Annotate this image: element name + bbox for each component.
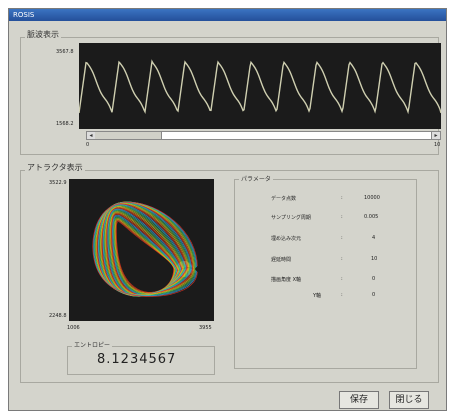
attractor-trajectory — [94, 201, 196, 296]
attractor-trajectory — [95, 201, 195, 296]
param-value: 0 — [372, 276, 376, 282]
attractor-trajectory — [116, 221, 174, 293]
waveform-y-min: 1568.2 — [56, 121, 74, 127]
attractor-plot — [69, 179, 214, 321]
param-label: データ点数 — [271, 196, 297, 202]
waveform-y-max: 3567.8 — [56, 49, 74, 55]
window-title: ROSIS — [13, 11, 35, 19]
param-value: 4 — [372, 235, 376, 241]
attractor-trajectory — [92, 201, 198, 297]
waveform-group-label: 脈波表示 — [25, 29, 61, 40]
entropy-group-label: エントロピー — [72, 340, 113, 349]
param-value: 10000 — [364, 195, 380, 201]
attractor-curves — [92, 201, 198, 297]
save-button[interactable]: 保存 — [339, 391, 379, 409]
param-sep: : — [341, 256, 343, 262]
waveform-line — [78, 59, 442, 115]
entropy-value: 8.1234567 — [97, 352, 177, 367]
waveform-x-start: 0 — [86, 142, 90, 148]
attractor-trajectory — [115, 220, 175, 294]
param-label: 遅延時間 — [271, 257, 292, 263]
waveform-scrollbar[interactable]: ◂ ▸ — [86, 131, 441, 140]
entropy-group — [67, 346, 215, 375]
param-sep: : — [341, 235, 343, 241]
attractor-group-label: アトラクタ表示 — [25, 162, 85, 173]
param-sep: : — [341, 292, 343, 298]
param-value: 0 — [372, 292, 376, 298]
attractor-y-min: 2248.8 — [49, 313, 67, 319]
param-value: 0.005 — [364, 214, 379, 220]
param-label: サンプリング周期 — [271, 215, 311, 221]
scroll-right-icon[interactable]: ▸ — [431, 132, 440, 139]
param-sep: : — [341, 276, 343, 282]
attractor-trajectory — [95, 201, 195, 296]
scroll-thumb[interactable] — [95, 132, 162, 139]
attractor-x-max: 3955 — [199, 325, 212, 331]
params-group-label: パラメータ — [239, 174, 273, 183]
param-sep: : — [341, 195, 343, 201]
param-label: 埋め込み次元 — [271, 236, 302, 242]
params-group — [234, 179, 417, 369]
param-sep: : — [341, 214, 343, 220]
waveform-x-end: 10 — [434, 142, 441, 148]
param-label: Y軸 — [313, 293, 322, 299]
attractor-svg — [92, 201, 198, 297]
waveform-svg — [78, 59, 442, 115]
attractor-trajectory — [96, 201, 194, 296]
app-window: ROSIS 脈波表示 3567.8 1568.2 ◂ ▸ 0 10 アトラクタ表… — [8, 8, 447, 411]
attractor-trajectory — [93, 201, 197, 297]
attractor-x-min: 1006 — [67, 325, 80, 331]
attractor-trajectory — [93, 201, 197, 296]
attractor-group — [20, 170, 439, 383]
param-value: 10 — [371, 256, 378, 262]
param-label: 描画角度 X軸 — [271, 277, 302, 283]
waveform-plot — [78, 43, 442, 129]
close-button[interactable]: 閉じる — [389, 391, 429, 409]
title-bar: ROSIS — [9, 9, 446, 21]
attractor-y-max: 3522.9 — [49, 180, 67, 186]
